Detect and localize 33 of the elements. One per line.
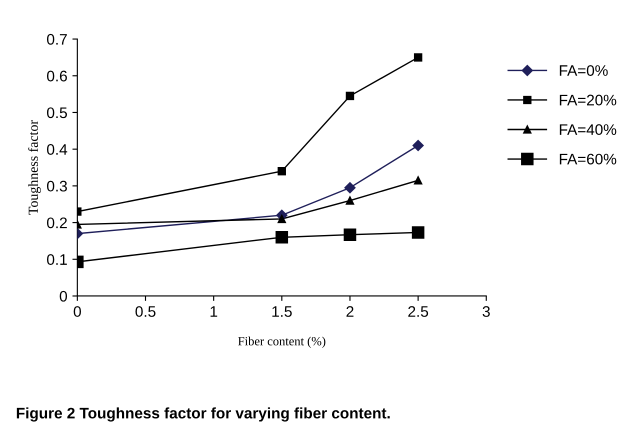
- point: [346, 196, 354, 205]
- x-tick-label: 0: [74, 306, 81, 317]
- y-tick-label: 0.1: [46, 254, 67, 265]
- y-tick-label: 0.3: [46, 180, 67, 192]
- point: [278, 167, 286, 176]
- point: [276, 231, 288, 244]
- y-tick-label: 0.6: [46, 70, 67, 82]
- x-tick-label: 0.5: [135, 306, 156, 317]
- y-tick-label: 0.7: [46, 34, 67, 45]
- legend-label: FA=60%: [560, 154, 616, 165]
- x-tick-label: 3: [482, 306, 490, 317]
- point: [412, 140, 424, 152]
- x-tick-label: 2: [346, 306, 354, 317]
- y-tick-label: 0: [60, 290, 68, 302]
- y-axis-title: Toughness factor: [28, 120, 41, 215]
- point: [278, 214, 286, 224]
- point: [346, 92, 354, 100]
- caption: Figure 2 Toughness factor for varying fiber content.: [16, 407, 390, 422]
- point: [414, 53, 422, 62]
- x-tick-label: 1.5: [272, 306, 292, 317]
- x-tick-label: 1: [210, 306, 218, 317]
- y-tick-label: 0.2: [46, 217, 67, 228]
- legend-label: FA=20%: [560, 94, 616, 106]
- y-tick-label: 0.5: [46, 107, 67, 118]
- point: [414, 176, 422, 185]
- legend-label: FA=40%: [560, 124, 616, 135]
- point: [344, 182, 356, 194]
- point: [412, 226, 424, 239]
- point: [344, 228, 356, 241]
- x-tick-label: 2.5: [408, 306, 428, 317]
- legend-label: FA=0%: [560, 65, 608, 76]
- x-axis-title: Fiber content (%): [238, 336, 326, 348]
- y-tick-label: 0.4: [46, 144, 68, 155]
